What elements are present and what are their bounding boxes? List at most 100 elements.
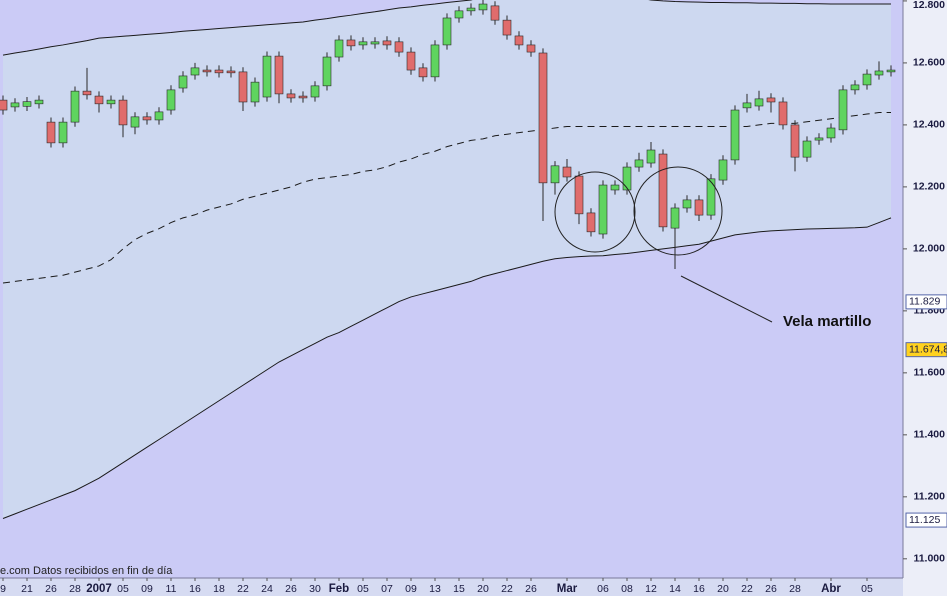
x-tick-label: Mar [557, 583, 578, 595]
x-tick-label: 06 [597, 583, 609, 595]
x-tick-label: 21 [21, 583, 33, 595]
candle-body [394, 41, 404, 53]
x-tick-label: 14 [669, 583, 681, 595]
candle-body [346, 39, 356, 47]
candle-body [706, 178, 716, 216]
candle-body [406, 51, 416, 71]
candle-body [802, 140, 812, 158]
candle-body [730, 109, 740, 161]
annotation: Vela martillo [783, 313, 871, 330]
candle-body [886, 69, 896, 73]
candle-body [838, 89, 848, 131]
x-tick-label: 08 [621, 583, 633, 595]
plot-area [0, 0, 896, 519]
candle-body [622, 166, 632, 191]
candle-body [82, 90, 92, 96]
candle-body [118, 99, 128, 126]
x-tick-label: 16 [693, 583, 705, 595]
candle-body [286, 93, 296, 99]
x-tick-label: 13 [429, 583, 441, 595]
candle-body [418, 67, 428, 78]
overlay-line [2, 0, 891, 56]
candle-body [850, 84, 860, 91]
source-note: e.com Datos recibidos en fin de día [0, 565, 173, 577]
candle-body [298, 95, 308, 99]
x-tick-label: 05 [117, 583, 129, 595]
candle-body [214, 69, 224, 74]
overlay-line [2, 112, 891, 284]
candle-body [190, 67, 200, 76]
x-tick-label: 09 [405, 583, 417, 595]
candle-body [322, 56, 332, 87]
candle-body [10, 102, 20, 108]
overlay-line [2, 217, 892, 519]
candle-body [754, 98, 764, 107]
candle-body [694, 199, 704, 216]
candle-body [766, 97, 776, 103]
annotation-line [680, 275, 773, 323]
candle-body [370, 41, 380, 45]
candle-body [202, 69, 212, 73]
candle-body [874, 70, 884, 76]
x-tick-label: 05 [357, 583, 369, 595]
candle-body [478, 3, 488, 11]
x-tick-label: 28 [789, 583, 801, 595]
candle-body [790, 124, 800, 158]
price-label: 11.674,8 [909, 343, 947, 355]
candle-body [334, 39, 344, 58]
x-tick-label: 9 [0, 583, 6, 595]
price-label-box [905, 512, 947, 528]
candle-body [562, 166, 572, 178]
y-tick-label: 11.400 [913, 429, 945, 441]
candle-body [130, 116, 140, 128]
y-tick-label: 12.800 [913, 0, 945, 11]
y-tick-label: 12.200 [913, 181, 945, 193]
x-tick-label: 24 [261, 583, 273, 595]
x-tick-label: 22 [501, 583, 513, 595]
candle-body [538, 52, 548, 184]
x-tick-label: Abr [821, 583, 841, 595]
x-tick-label: 11 [166, 583, 177, 595]
price-label-box [905, 294, 947, 310]
x-tick-label: 26 [45, 583, 57, 595]
price-label: 11.125 [909, 514, 940, 526]
x-axis-background [0, 578, 903, 596]
candle-body [466, 7, 476, 12]
candle-body [262, 55, 272, 98]
x-tick-label: 20 [477, 583, 489, 595]
candle-body [658, 153, 668, 228]
candle-body [646, 149, 656, 164]
x-tick-label: 26 [285, 583, 297, 595]
x-tick-label: 16 [189, 583, 201, 595]
y-tick-label: 12.000 [913, 243, 945, 255]
x-tick-label: 28 [69, 583, 81, 595]
y-tick-label: 11.600 [913, 367, 945, 379]
y-tick-label: 11.000 [913, 553, 945, 565]
candle-body [610, 184, 620, 191]
candle-body [94, 95, 104, 105]
candle-body [70, 90, 80, 123]
price-label: 11.829 [909, 296, 940, 308]
candle-body [826, 127, 836, 139]
candle-body [634, 159, 644, 168]
candle-body [586, 212, 596, 233]
candle-body [154, 111, 164, 121]
x-tick-label: 09 [141, 583, 153, 595]
candle-body [814, 137, 824, 141]
y-tick-label: 12.600 [913, 57, 945, 69]
candle-body [166, 89, 176, 111]
candle-body [526, 44, 536, 53]
x-tick-label: 18 [213, 583, 225, 595]
candle-body [382, 40, 392, 46]
candle-body [742, 102, 752, 109]
candle-body [682, 199, 692, 209]
candle-body [0, 99, 8, 111]
x-tick-label: 12 [645, 583, 657, 595]
x-tick-label: 2007 [86, 583, 112, 595]
candle-body [718, 159, 728, 181]
x-tick-label: 22 [237, 583, 249, 595]
candle-body [574, 175, 584, 215]
band-fill [3, 0, 891, 519]
